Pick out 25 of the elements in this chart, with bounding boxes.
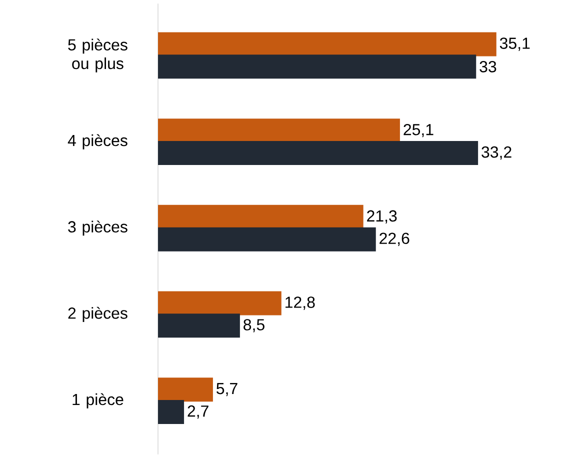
bar (158, 54, 476, 79)
data-label: 2,7 (188, 405, 208, 419)
y-tick-label: 5 pièces ou plus (68, 38, 128, 72)
y-tick-label: 3 pièces (68, 220, 128, 236)
y-tick-label: 4 pièces (68, 134, 128, 150)
bar (158, 291, 282, 316)
bar (158, 141, 478, 166)
bar (158, 378, 213, 402)
bar (158, 227, 376, 252)
data-label: 5,7 (216, 383, 238, 396)
data-label: 12,8 (286, 296, 315, 310)
bar (158, 314, 240, 338)
data-label: 8,5 (244, 319, 264, 332)
y-tick-label: 1 pièce (72, 393, 124, 408)
data-label: 33 (480, 61, 496, 72)
bar (158, 32, 496, 56)
bar (158, 400, 184, 424)
data-label: 33,2 (482, 146, 512, 160)
bar (158, 204, 364, 229)
bar (158, 118, 400, 143)
data-label: 25,1 (404, 124, 434, 138)
data-label: 22,6 (380, 232, 410, 246)
data-label: 21,3 (367, 210, 397, 224)
y-tick-label: 2 pièces (68, 306, 128, 322)
data-label: 35,1 (500, 38, 530, 51)
